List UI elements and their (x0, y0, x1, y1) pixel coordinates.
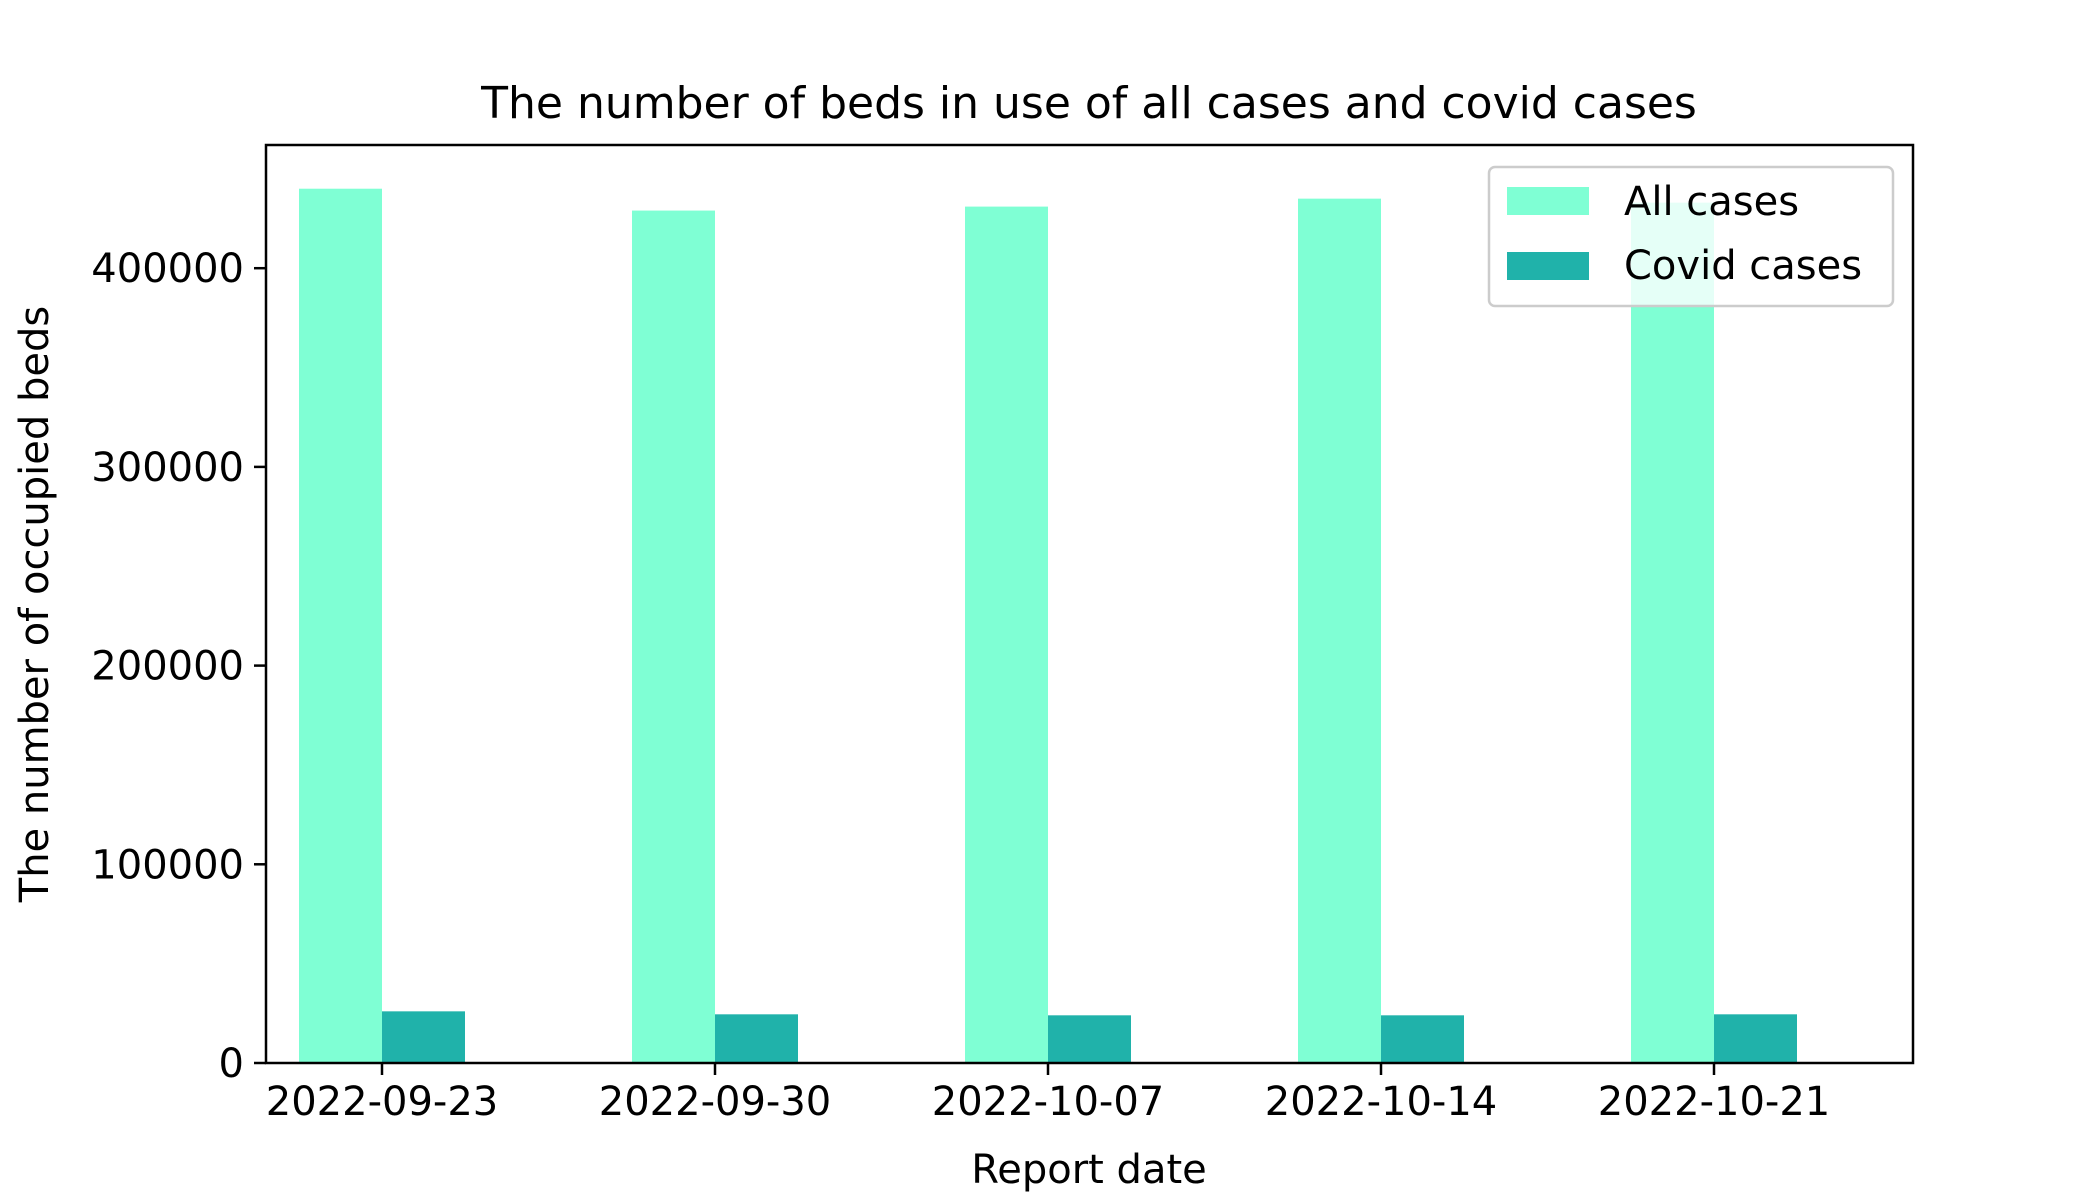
x-tick-label-1: 2022-09-30 (599, 1079, 831, 1125)
y-tick-label-0: 0 (219, 1041, 244, 1087)
y-tick-label-1: 100000 (91, 842, 244, 888)
bar-all-cases-1 (632, 210, 715, 1064)
bar-covid-cases-1 (715, 1014, 798, 1063)
legend-label-all-cases: All cases (1624, 179, 1799, 225)
legend-swatch-covid-cases (1507, 252, 1589, 280)
bar-covid-cases-0 (382, 1011, 465, 1063)
bar-covid-cases-2 (1048, 1015, 1131, 1063)
x-tick-label-2: 2022-10-07 (932, 1079, 1164, 1125)
x-tick-label-4: 2022-10-21 (1598, 1079, 1830, 1125)
bar-covid-cases-4 (1714, 1014, 1797, 1063)
y-axis-label: The number of occupied beds (12, 306, 58, 903)
x-axis: 2022-09-23 2022-09-30 2022-10-07 2022-10-14… (266, 1063, 1830, 1125)
x-axis-label: Report date (971, 1147, 1207, 1193)
bar-all-cases-3 (1298, 198, 1381, 1063)
y-axis: 0 100000 200000 300000 400000 (91, 246, 266, 1087)
x-tick-label-3: 2022-10-14 (1265, 1079, 1497, 1125)
plot-frame (264, 143, 1915, 1065)
legend-swatch-all-cases (1507, 187, 1589, 215)
legend-box (1487, 165, 1895, 308)
x-tick-label-0: 2022-09-23 (266, 1079, 498, 1125)
bar-all-cases-2 (965, 206, 1048, 1063)
y-tick-label-2: 200000 (91, 644, 244, 690)
bar-all-cases-0 (299, 188, 382, 1063)
legend: All cases Covid cases (1487, 165, 1895, 308)
y-tick-label-4: 400000 (91, 246, 244, 292)
bar-all-cases-4 (1631, 202, 1714, 1063)
y-tick-label-3: 300000 (91, 445, 244, 491)
bars-layer (299, 188, 1797, 1064)
legend-label-covid-cases: Covid cases (1624, 243, 1862, 289)
bar-covid-cases-3 (1381, 1015, 1464, 1063)
chart-title: The number of beds in use of all cases a… (480, 78, 1697, 129)
